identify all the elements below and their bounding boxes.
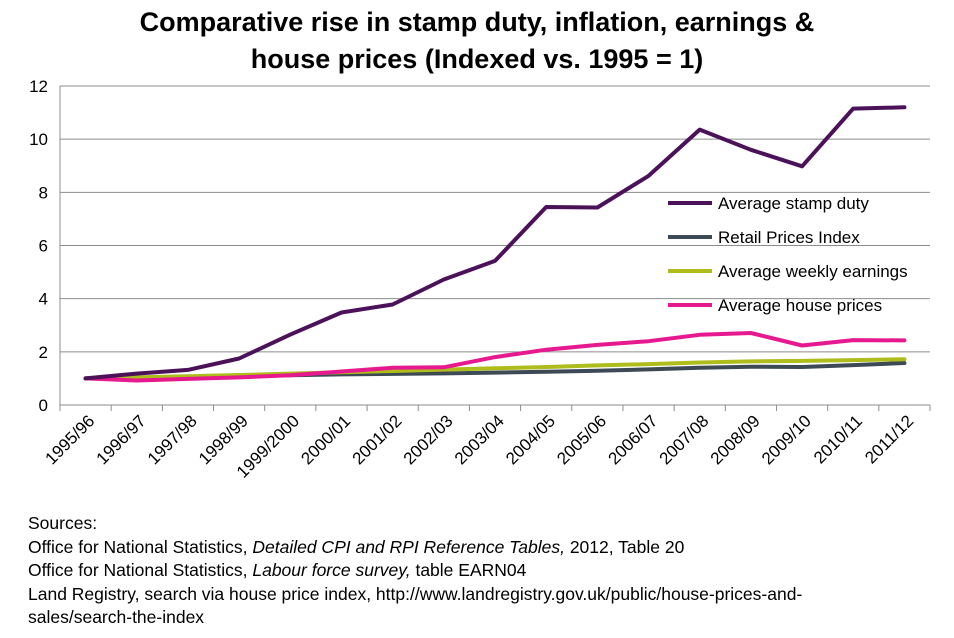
chart-title-line-2: house prices (Indexed vs. 1995 = 1) <box>250 44 704 74</box>
series-line-3 <box>83 331 907 383</box>
source-text: table EARN04 <box>410 560 527 580</box>
legend-label: Average weekly earnings <box>718 262 908 281</box>
x-tick-label: 2001/02 <box>349 411 406 468</box>
source-text: Office for National Statistics, <box>28 560 253 580</box>
y-tick-label: 12 <box>29 77 48 96</box>
series-line-2 <box>83 357 907 381</box>
line-chart: 0246810121995/961996/971997/981998/99199… <box>29 77 931 482</box>
chart-title-line-1: Comparative rise in stamp duty, inflatio… <box>139 7 815 37</box>
x-tick-label: 1995/96 <box>42 411 99 468</box>
source-text: 2012, Table 20 <box>564 536 685 557</box>
source-ons-cpi-rpi: Office for National Statistics, Detailed… <box>28 536 802 560</box>
x-tick-label: 1997/98 <box>144 411 201 468</box>
x-tick-label: 2000/01 <box>297 411 354 468</box>
y-tick-label: 10 <box>29 130 48 149</box>
x-tick-label: 2002/03 <box>400 411 457 468</box>
source-land-registry: Land Registry, search via house price in… <box>28 583 803 604</box>
legend-label: Average house prices <box>718 296 882 315</box>
y-tick-label: 8 <box>39 183 48 202</box>
source-text: Office for National Statistics, <box>28 536 253 557</box>
y-tick-label: 6 <box>39 237 48 256</box>
x-tick-label: 2011/12 <box>861 411 917 467</box>
sources-heading: Sources: <box>28 513 98 533</box>
x-tick-label: 1996/97 <box>93 411 150 468</box>
source-ons-labour: Office for National Statistics, Labour f… <box>28 559 802 583</box>
legend-label: Average stamp duty <box>718 194 869 213</box>
x-tick-label: 2007/08 <box>656 411 713 468</box>
series-line-0 <box>83 105 907 381</box>
x-tick-label: 2008/09 <box>707 411 764 468</box>
source-title: Detailed CPI and RPI Reference Tables, <box>252 536 565 557</box>
x-tick-label: 2010/11 <box>810 411 866 467</box>
chart-title: Comparative rise in stamp duty, inflatio… <box>0 4 954 78</box>
legend-label: Retail Prices Index <box>718 228 860 247</box>
x-tick-label: 2009/10 <box>758 411 815 468</box>
y-tick-label: 0 <box>39 396 48 415</box>
x-tick-label: 2006/07 <box>604 411 661 468</box>
x-tick-label: 2005/06 <box>553 411 610 468</box>
sources-section: Sources: Office for National Statistics,… <box>28 512 802 630</box>
y-tick-label: 4 <box>39 290 48 309</box>
x-tick-label: 2004/05 <box>502 411 559 468</box>
source-title: Labour force survey, <box>252 560 411 580</box>
x-tick-label: 2003/04 <box>451 411 508 468</box>
source-land-registry-cont: sales/search-the-index <box>28 607 205 627</box>
y-tick-label: 2 <box>39 343 48 362</box>
